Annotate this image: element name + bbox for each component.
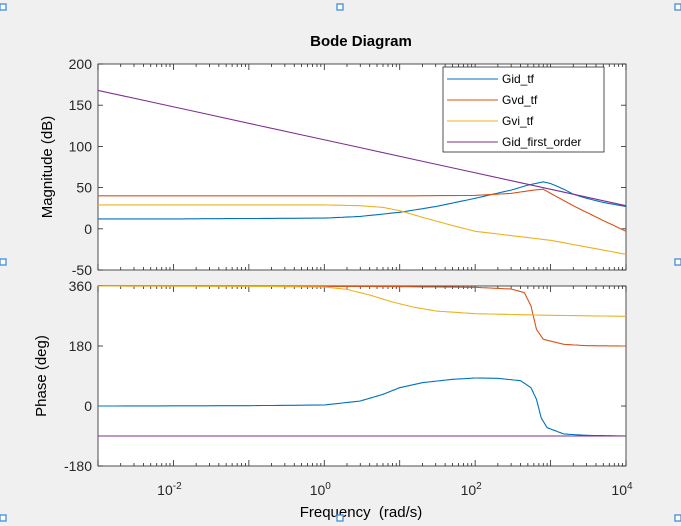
x-tick-label: 100: [310, 481, 332, 498]
phase-panel: -180 0 180 360: [64, 278, 627, 474]
chart-title: Bode Diagram: [310, 33, 412, 50]
phase-line-gvi-tf: [98, 286, 626, 317]
y-tick-label: -50: [72, 262, 92, 278]
resize-handle-middle-right[interactable]: [674, 258, 681, 266]
y-tick-label: 0: [84, 221, 92, 237]
phase-ylabel: Phase (deg): [33, 335, 50, 417]
magnitude-line-gvi-tf: [98, 204, 626, 255]
magnitude-ylabel: Magnitude (dB): [39, 116, 56, 219]
resize-handle-top-center[interactable]: [336, 3, 344, 11]
x-tick-label: 104: [611, 481, 633, 498]
legend-entries: Gid_tf Gvd_tf Gvi_tf Gid_first_order: [447, 72, 581, 149]
magnitude-series: [98, 89, 626, 255]
x-tick-exponent: 4: [627, 481, 633, 492]
y-tick-label: 200: [69, 56, 93, 72]
x-tick-label: 102: [461, 481, 483, 498]
y-tick-label: 0: [84, 398, 92, 414]
x-tick-label: 10-2: [157, 481, 182, 498]
selection-handles: [0, 3, 681, 522]
legend-label: Gid_first_order: [502, 135, 581, 149]
x-tick-exponent: -2: [173, 481, 182, 492]
resize-handle-top-right[interactable]: [674, 3, 681, 11]
phase-line-gvd-tf: [98, 286, 626, 347]
resize-handle-top-left[interactable]: [0, 3, 7, 11]
y-tick-label: 180: [69, 338, 93, 354]
phase-ticks: -180 0 180 360: [64, 278, 627, 474]
legend-label: Gid_tf: [502, 72, 535, 86]
x-tick-labels: 10-2 100 102 104: [157, 481, 633, 498]
x-tick-exponent: 2: [476, 481, 482, 492]
y-tick-label: -180: [64, 458, 92, 474]
resize-handle-bottom-center[interactable]: [336, 514, 344, 522]
legend-box: [442, 66, 605, 153]
phase-axes-background: [97, 285, 627, 467]
phase-line-gid-tf: [98, 377, 626, 437]
resize-handle-bottom-left[interactable]: [0, 514, 7, 522]
legend[interactable]: Gid_tf Gvd_tf Gvi_tf Gid_first_order: [442, 66, 605, 153]
y-tick-label: 360: [69, 278, 93, 294]
phase-series: [98, 286, 626, 437]
magnitude-line-gvd-tf: [98, 188, 626, 232]
resize-handle-bottom-right[interactable]: [674, 514, 681, 522]
x-tick-exponent: 0: [325, 481, 331, 492]
x-axis-label: Frequency (rad/s): [300, 504, 423, 521]
resize-handle-middle-left[interactable]: [0, 258, 7, 266]
legend-label: Gvd_tf: [502, 93, 538, 107]
y-tick-label: 150: [69, 97, 93, 113]
y-tick-label: 100: [69, 138, 93, 154]
legend-label: Gvi_tf: [502, 114, 534, 128]
magnitude-line-gid-first-order: [98, 89, 626, 207]
y-tick-label: 50: [76, 180, 92, 196]
